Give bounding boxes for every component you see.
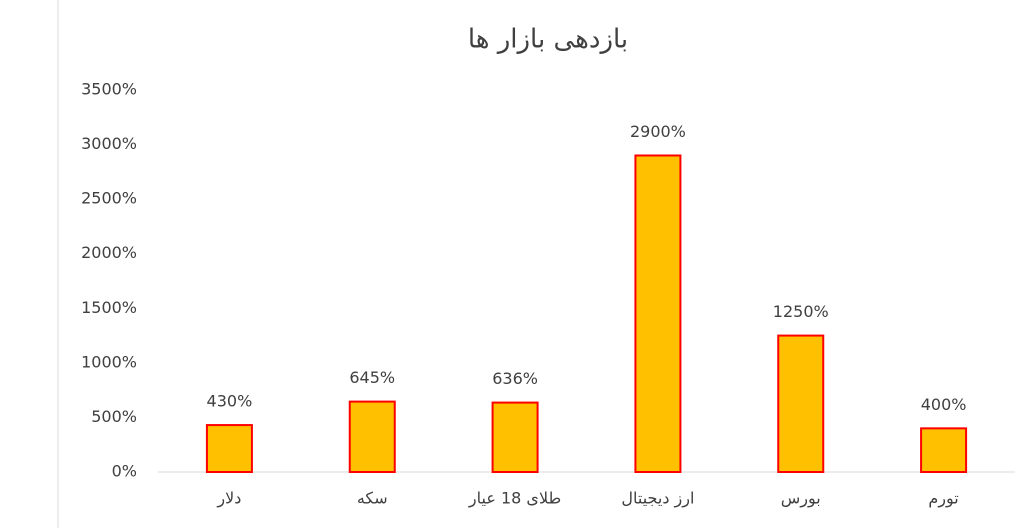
value-label: 2900% (630, 122, 686, 141)
x-tick-label: سکه (357, 489, 388, 508)
value-label: 636% (492, 369, 538, 388)
x-tick-label: ارز دیجیتال (621, 489, 694, 509)
bar (348, 400, 396, 473)
bar (634, 154, 682, 473)
y-tick-label: 1000% (81, 352, 137, 371)
y-tick-label: 0% (112, 462, 137, 481)
y-tick-label: 1500% (81, 298, 137, 317)
bar (205, 424, 253, 473)
y-tick-label: 3000% (81, 134, 137, 153)
y-tick-label: 3500% (81, 80, 137, 99)
value-label: 400% (921, 395, 967, 414)
y-tick-label: 500% (91, 407, 137, 426)
x-tick-label: دلار (216, 489, 241, 509)
y-tick-label: 2500% (81, 189, 137, 208)
bar (920, 427, 968, 474)
bar (777, 334, 825, 474)
x-tick-label: طلای 18 عیار (468, 489, 561, 509)
x-tick-label: بورس (781, 489, 821, 509)
chart-title: بازدهی بازار ها (468, 25, 628, 55)
y-tick-label: 2000% (81, 243, 137, 262)
value-label: 430% (207, 392, 253, 411)
value-label: 645% (349, 368, 395, 387)
x-tick-label: تورم (928, 489, 958, 509)
bar (491, 401, 539, 473)
value-label: 1250% (773, 302, 829, 321)
